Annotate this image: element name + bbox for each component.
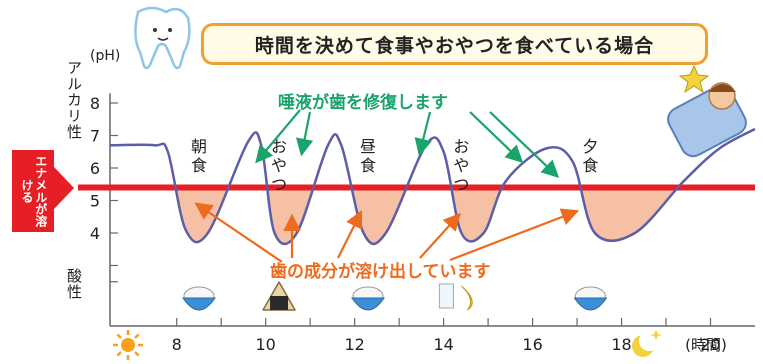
x-unit-label: (時間) (685, 336, 727, 354)
x-tick-label: 16 (522, 335, 542, 354)
saliva-annotation: 唾液が歯を修復します (278, 93, 448, 113)
x-tick-label: 18 (611, 335, 631, 354)
dissolve-arrow (194, 202, 283, 263)
dissolve-annotation: 歯の成分が溶け出しています (270, 262, 491, 282)
meal-label-char: お (271, 137, 287, 156)
tooth-mouth-icon (157, 37, 169, 41)
x-tick-label: 8 (172, 335, 182, 354)
meal-label-char: 夕 (582, 137, 598, 156)
y-tick-label: 6 (90, 159, 100, 178)
y-tick-label: 8 (90, 94, 100, 113)
bowl-icon (182, 297, 216, 311)
meal-label-char: 食 (191, 156, 207, 175)
x-tick-label: 20 (700, 335, 720, 354)
sun-icon (121, 338, 135, 352)
y-tick-label: 5 (90, 192, 100, 211)
enamel-dissolve-label: エナメルが溶ける (12, 150, 54, 232)
tooth-eye-icon (153, 28, 157, 32)
meal-label-char: つ (453, 175, 469, 194)
dissolve-arrow (449, 208, 580, 262)
meal-label-char: 食 (582, 156, 598, 175)
y-label-alkaline: アルカリ性 (65, 60, 83, 140)
dissolve-arrow (337, 210, 362, 259)
milk-glass-icon (438, 283, 454, 309)
y-label-acidic: 酸性 (65, 268, 83, 300)
meal-label-char: 食 (360, 156, 376, 175)
chart-title: 時間を決めて食事やおやつを食べている場合 (201, 23, 708, 65)
ph-curve (109, 127, 756, 246)
meal-label-char: や (453, 156, 469, 175)
x-tick-label: 10 (256, 335, 276, 354)
meal-label-char: 朝 (191, 137, 207, 156)
meal-label-char: 昼 (360, 137, 376, 156)
banana-icon (461, 285, 473, 311)
tooth-icon (134, 6, 191, 70)
sun-ray-icon (116, 333, 122, 339)
star-icon (650, 330, 662, 340)
star-icon (678, 64, 710, 94)
sun-ray-icon (134, 351, 140, 357)
sun-ray-icon (134, 333, 140, 339)
meal-label-char: や (271, 156, 287, 175)
saliva-arrow (295, 111, 314, 157)
nori-icon (270, 296, 289, 310)
meal-label-char: お (453, 137, 469, 156)
meal-label-char: つ (271, 175, 287, 194)
threshold-arrow (54, 167, 74, 209)
bowl-icon (351, 297, 385, 311)
y-tick-label: 4 (90, 224, 100, 243)
dissolve-arrow (419, 212, 461, 259)
blanket-icon (667, 84, 747, 158)
saliva-arrow (255, 109, 301, 164)
child-hair-icon (709, 84, 736, 92)
saliva-arrow (489, 111, 560, 179)
x-tick-label: 12 (344, 335, 364, 354)
saliva-arrow (469, 111, 524, 164)
x-tick-label: 14 (433, 335, 453, 354)
bowl-icon (573, 297, 608, 311)
y-tick-label: 7 (90, 127, 100, 146)
tooth-eye-icon (168, 28, 172, 32)
y-unit-label: (pH) (90, 48, 121, 64)
sun-ray-icon (116, 351, 122, 357)
saliva-arrow (414, 111, 432, 157)
